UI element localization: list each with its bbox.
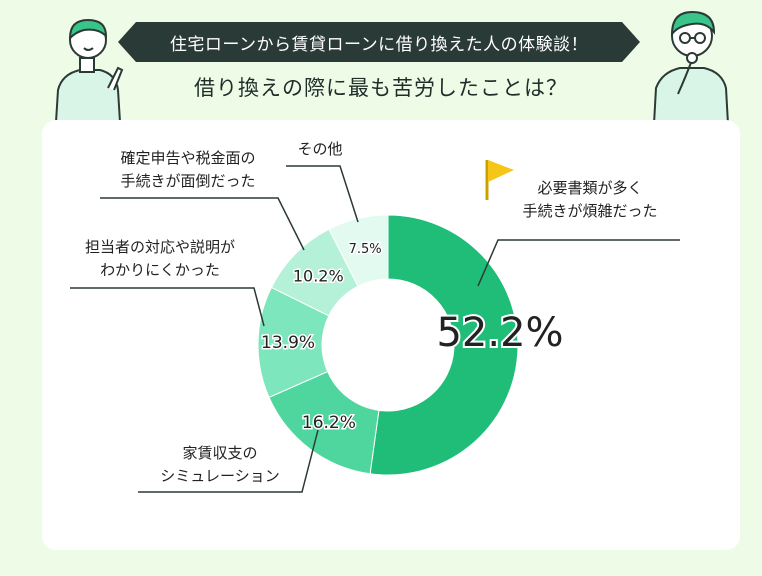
thinking-person-illustration (652, 10, 730, 124)
donut-slice-5 (328, 214, 389, 287)
slice-value-label-1: 52.2% (436, 310, 563, 356)
question-heading: 借り換えの際に最も苦労したことは？ (194, 76, 568, 100)
flag-icon (485, 160, 514, 200)
leader-line-1 (477, 239, 680, 287)
slice-value-label-2: 16.2% (302, 413, 356, 433)
leader-line-3 (70, 287, 265, 327)
slice-category-label-2: 家賃収支のシミュレーション (160, 444, 279, 485)
slice-value-label-5: 7.5% (349, 242, 382, 257)
slice-category-label-1: 必要書類が多く手続きが煩雑だった (522, 179, 657, 220)
slice-category-label-4: 確定申告や税金面の手続きが面倒だった (120, 149, 255, 190)
chart-card (42, 120, 740, 550)
slice-value-label-4: 10.2% (293, 267, 344, 286)
title-banner: 住宅ローンから賃貸ローンに借り換えた人の体験談！ (118, 22, 640, 62)
leader-line-5 (286, 165, 359, 223)
banner-text: 住宅ローンから賃貸ローンに借り換えた人の体験談！ (169, 34, 589, 55)
pointing-person-illustration (54, 18, 124, 122)
slice-category-label-3: 担当者の対応や説明がわかりにくかった (85, 238, 235, 279)
leader-line-4 (100, 197, 305, 251)
slice-category-label-5: その他 (297, 140, 342, 158)
slice-value-label-3: 13.9% (261, 333, 315, 353)
leader-line-2 (138, 429, 319, 493)
